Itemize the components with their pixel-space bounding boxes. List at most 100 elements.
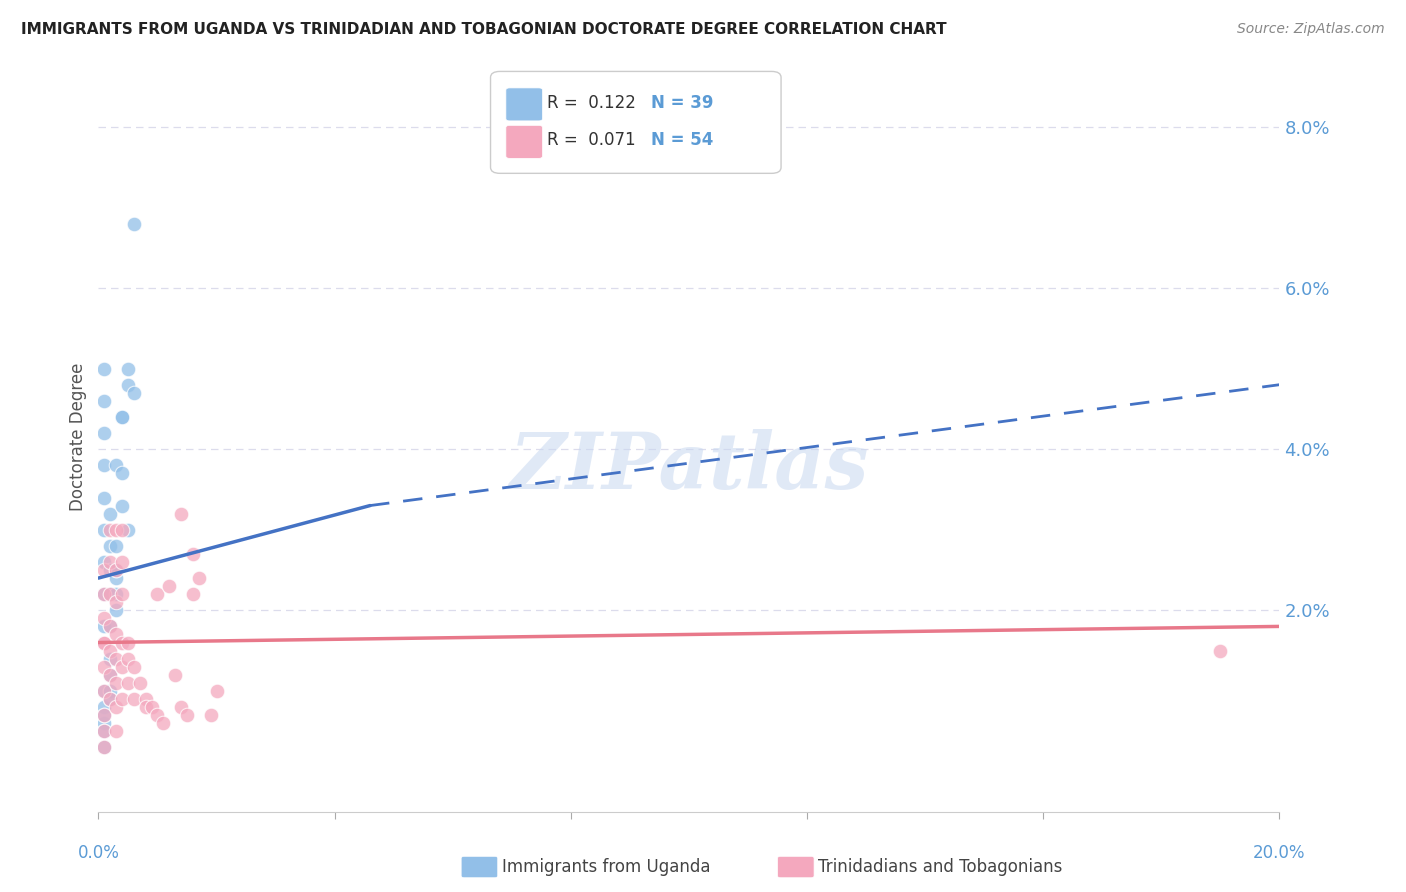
Text: 20.0%: 20.0%	[1253, 844, 1306, 862]
Point	[98, 539, 121, 553]
Point	[176, 708, 198, 723]
Point	[93, 724, 115, 739]
Point	[105, 724, 128, 739]
Point	[111, 467, 134, 481]
Point	[98, 555, 121, 569]
Point	[93, 523, 115, 537]
Point	[93, 659, 115, 673]
Point	[105, 539, 128, 553]
Point	[93, 716, 115, 731]
Point	[98, 619, 121, 633]
Text: Immigrants from Uganda: Immigrants from Uganda	[502, 858, 710, 876]
Point	[122, 692, 145, 706]
Point	[93, 425, 115, 440]
FancyBboxPatch shape	[506, 126, 543, 159]
Text: IMMIGRANTS FROM UGANDA VS TRINIDADIAN AND TOBAGONIAN DOCTORATE DEGREE CORRELATIO: IMMIGRANTS FROM UGANDA VS TRINIDADIAN AN…	[21, 22, 946, 37]
Point	[117, 651, 139, 665]
Point	[111, 499, 134, 513]
Point	[117, 377, 139, 392]
Point	[111, 409, 134, 424]
Text: R =  0.071: R = 0.071	[547, 131, 636, 149]
Point	[93, 635, 115, 649]
Point	[93, 491, 115, 505]
Point	[105, 675, 128, 690]
Point	[111, 555, 134, 569]
Point	[98, 619, 121, 633]
Point	[93, 724, 115, 739]
Point	[165, 667, 187, 681]
Point	[98, 692, 121, 706]
Point	[157, 579, 180, 593]
Point	[93, 684, 115, 698]
Point	[93, 635, 115, 649]
Point	[146, 708, 169, 723]
Point	[141, 700, 163, 714]
Text: ZIPatlas: ZIPatlas	[509, 429, 869, 505]
Point	[105, 700, 128, 714]
Point	[93, 393, 115, 408]
Point	[98, 587, 121, 601]
Point	[117, 361, 139, 376]
Point	[117, 675, 139, 690]
Point	[117, 523, 139, 537]
Point	[105, 563, 128, 577]
Point	[93, 700, 115, 714]
Point	[93, 361, 115, 376]
Point	[111, 635, 134, 649]
Point	[98, 643, 121, 657]
Point	[105, 587, 128, 601]
FancyBboxPatch shape	[491, 71, 782, 173]
Point	[135, 700, 157, 714]
Point	[98, 692, 121, 706]
Point	[98, 523, 121, 537]
Point	[111, 692, 134, 706]
Y-axis label: Doctorate Degree: Doctorate Degree	[69, 363, 87, 511]
Point	[187, 571, 209, 585]
Text: 0.0%: 0.0%	[77, 844, 120, 862]
Point	[181, 547, 204, 561]
Point	[152, 716, 174, 731]
Point	[105, 595, 128, 609]
Point	[105, 603, 128, 617]
Point	[105, 523, 128, 537]
Point	[122, 659, 145, 673]
Point	[93, 740, 115, 755]
Point	[135, 692, 157, 706]
Point	[105, 627, 128, 641]
Text: Source: ZipAtlas.com: Source: ZipAtlas.com	[1237, 22, 1385, 37]
Point	[98, 667, 121, 681]
Point	[181, 587, 204, 601]
Point	[93, 611, 115, 625]
Point	[111, 523, 134, 537]
Text: N = 39: N = 39	[651, 94, 714, 112]
Point	[93, 458, 115, 473]
Point	[170, 700, 193, 714]
Point	[105, 563, 128, 577]
Point	[200, 708, 222, 723]
Point	[128, 675, 150, 690]
Point	[122, 217, 145, 231]
Point	[111, 587, 134, 601]
Text: N = 54: N = 54	[651, 131, 713, 149]
Point	[98, 667, 121, 681]
Point	[105, 651, 128, 665]
Point	[93, 708, 115, 723]
Point	[98, 507, 121, 521]
Point	[105, 571, 128, 585]
Point	[98, 684, 121, 698]
Point	[93, 684, 115, 698]
Point	[93, 708, 115, 723]
Point	[93, 619, 115, 633]
Point	[205, 684, 228, 698]
Point	[98, 563, 121, 577]
Point	[117, 635, 139, 649]
FancyBboxPatch shape	[506, 88, 543, 121]
Point	[98, 587, 121, 601]
Point	[146, 587, 169, 601]
Point	[93, 587, 115, 601]
Point	[98, 651, 121, 665]
Point	[111, 409, 134, 424]
Point	[93, 587, 115, 601]
Point	[93, 563, 115, 577]
Point	[122, 385, 145, 400]
